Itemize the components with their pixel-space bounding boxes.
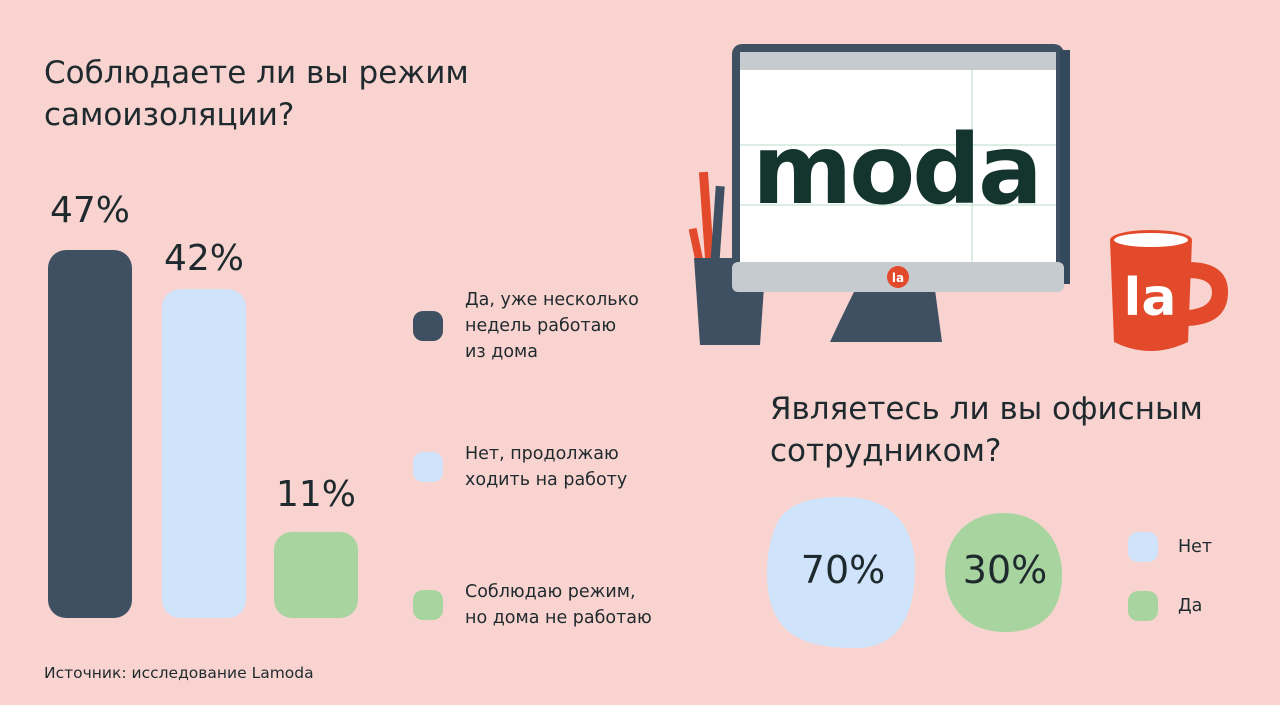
legend-line: Нет, продолжаю xyxy=(465,444,619,464)
blob-no xyxy=(766,497,915,648)
source-note: Источник: исследование Lamoda xyxy=(44,664,314,682)
mug-icon: la xyxy=(1110,230,1228,351)
blob-value-yes: 30% xyxy=(962,548,1048,592)
legend-label: Да, уже несколько недель работаю из дома xyxy=(465,287,639,365)
legend-swatch xyxy=(413,590,443,620)
legend-label: Нет xyxy=(1178,537,1213,557)
legend-label: Нет, продолжаю ходить на работу xyxy=(465,441,627,493)
legend-label: Соблюдаю режим, но дома не работаю xyxy=(465,579,652,631)
legend-item-no: Нет xyxy=(1128,532,1212,562)
legend-line: недель работаю xyxy=(465,316,617,336)
logo-badge-icon xyxy=(887,266,909,288)
screen-logo-text: moda xyxy=(752,114,1039,226)
bar xyxy=(274,531,358,618)
monitor-icon: moda la xyxy=(732,44,1070,342)
legend-item-yes: Да xyxy=(1128,591,1202,621)
legend-line: ходить на работу xyxy=(465,470,628,490)
legend-swatch xyxy=(413,311,443,341)
workplace-illustration: moda la la xyxy=(688,44,1228,351)
bar xyxy=(48,250,132,618)
blob-yes xyxy=(945,513,1062,632)
blob-value-no: 70% xyxy=(800,548,886,592)
legend-line: Да, уже несколько xyxy=(465,290,639,310)
legend-item-yes-remote: Да, уже несколько недель работаю из дома xyxy=(413,287,639,365)
legend-swatch xyxy=(1128,532,1158,562)
bar xyxy=(162,289,246,618)
legend-line: Соблюдаю режим, xyxy=(465,582,636,602)
logo-badge-text: la xyxy=(892,271,904,285)
legend-line: но дома не работаю xyxy=(465,608,652,628)
mug-logo-text: la xyxy=(1124,268,1177,328)
bar-value-label: 47% xyxy=(49,190,130,231)
chart-title-office-worker: Являетесь ли вы офисным сотрудником? xyxy=(770,391,1203,469)
legend-item-isolating-not-working: Соблюдаю режим, но дома не работаю xyxy=(413,579,652,631)
bar-value-label: 42% xyxy=(163,238,244,279)
bar-chart xyxy=(48,250,358,618)
legend-swatch xyxy=(1128,591,1158,621)
bar-value-label: 11% xyxy=(275,474,356,515)
legend-label: Да xyxy=(1178,596,1203,616)
legend-line: из дома xyxy=(465,342,538,362)
chart-title-self-isolation: Соблюдаете ли вы режим самоизоляции? xyxy=(44,55,469,133)
legend-swatch xyxy=(413,452,443,482)
legend-item-no-office: Нет, продолжаю ходить на работу xyxy=(413,441,627,493)
